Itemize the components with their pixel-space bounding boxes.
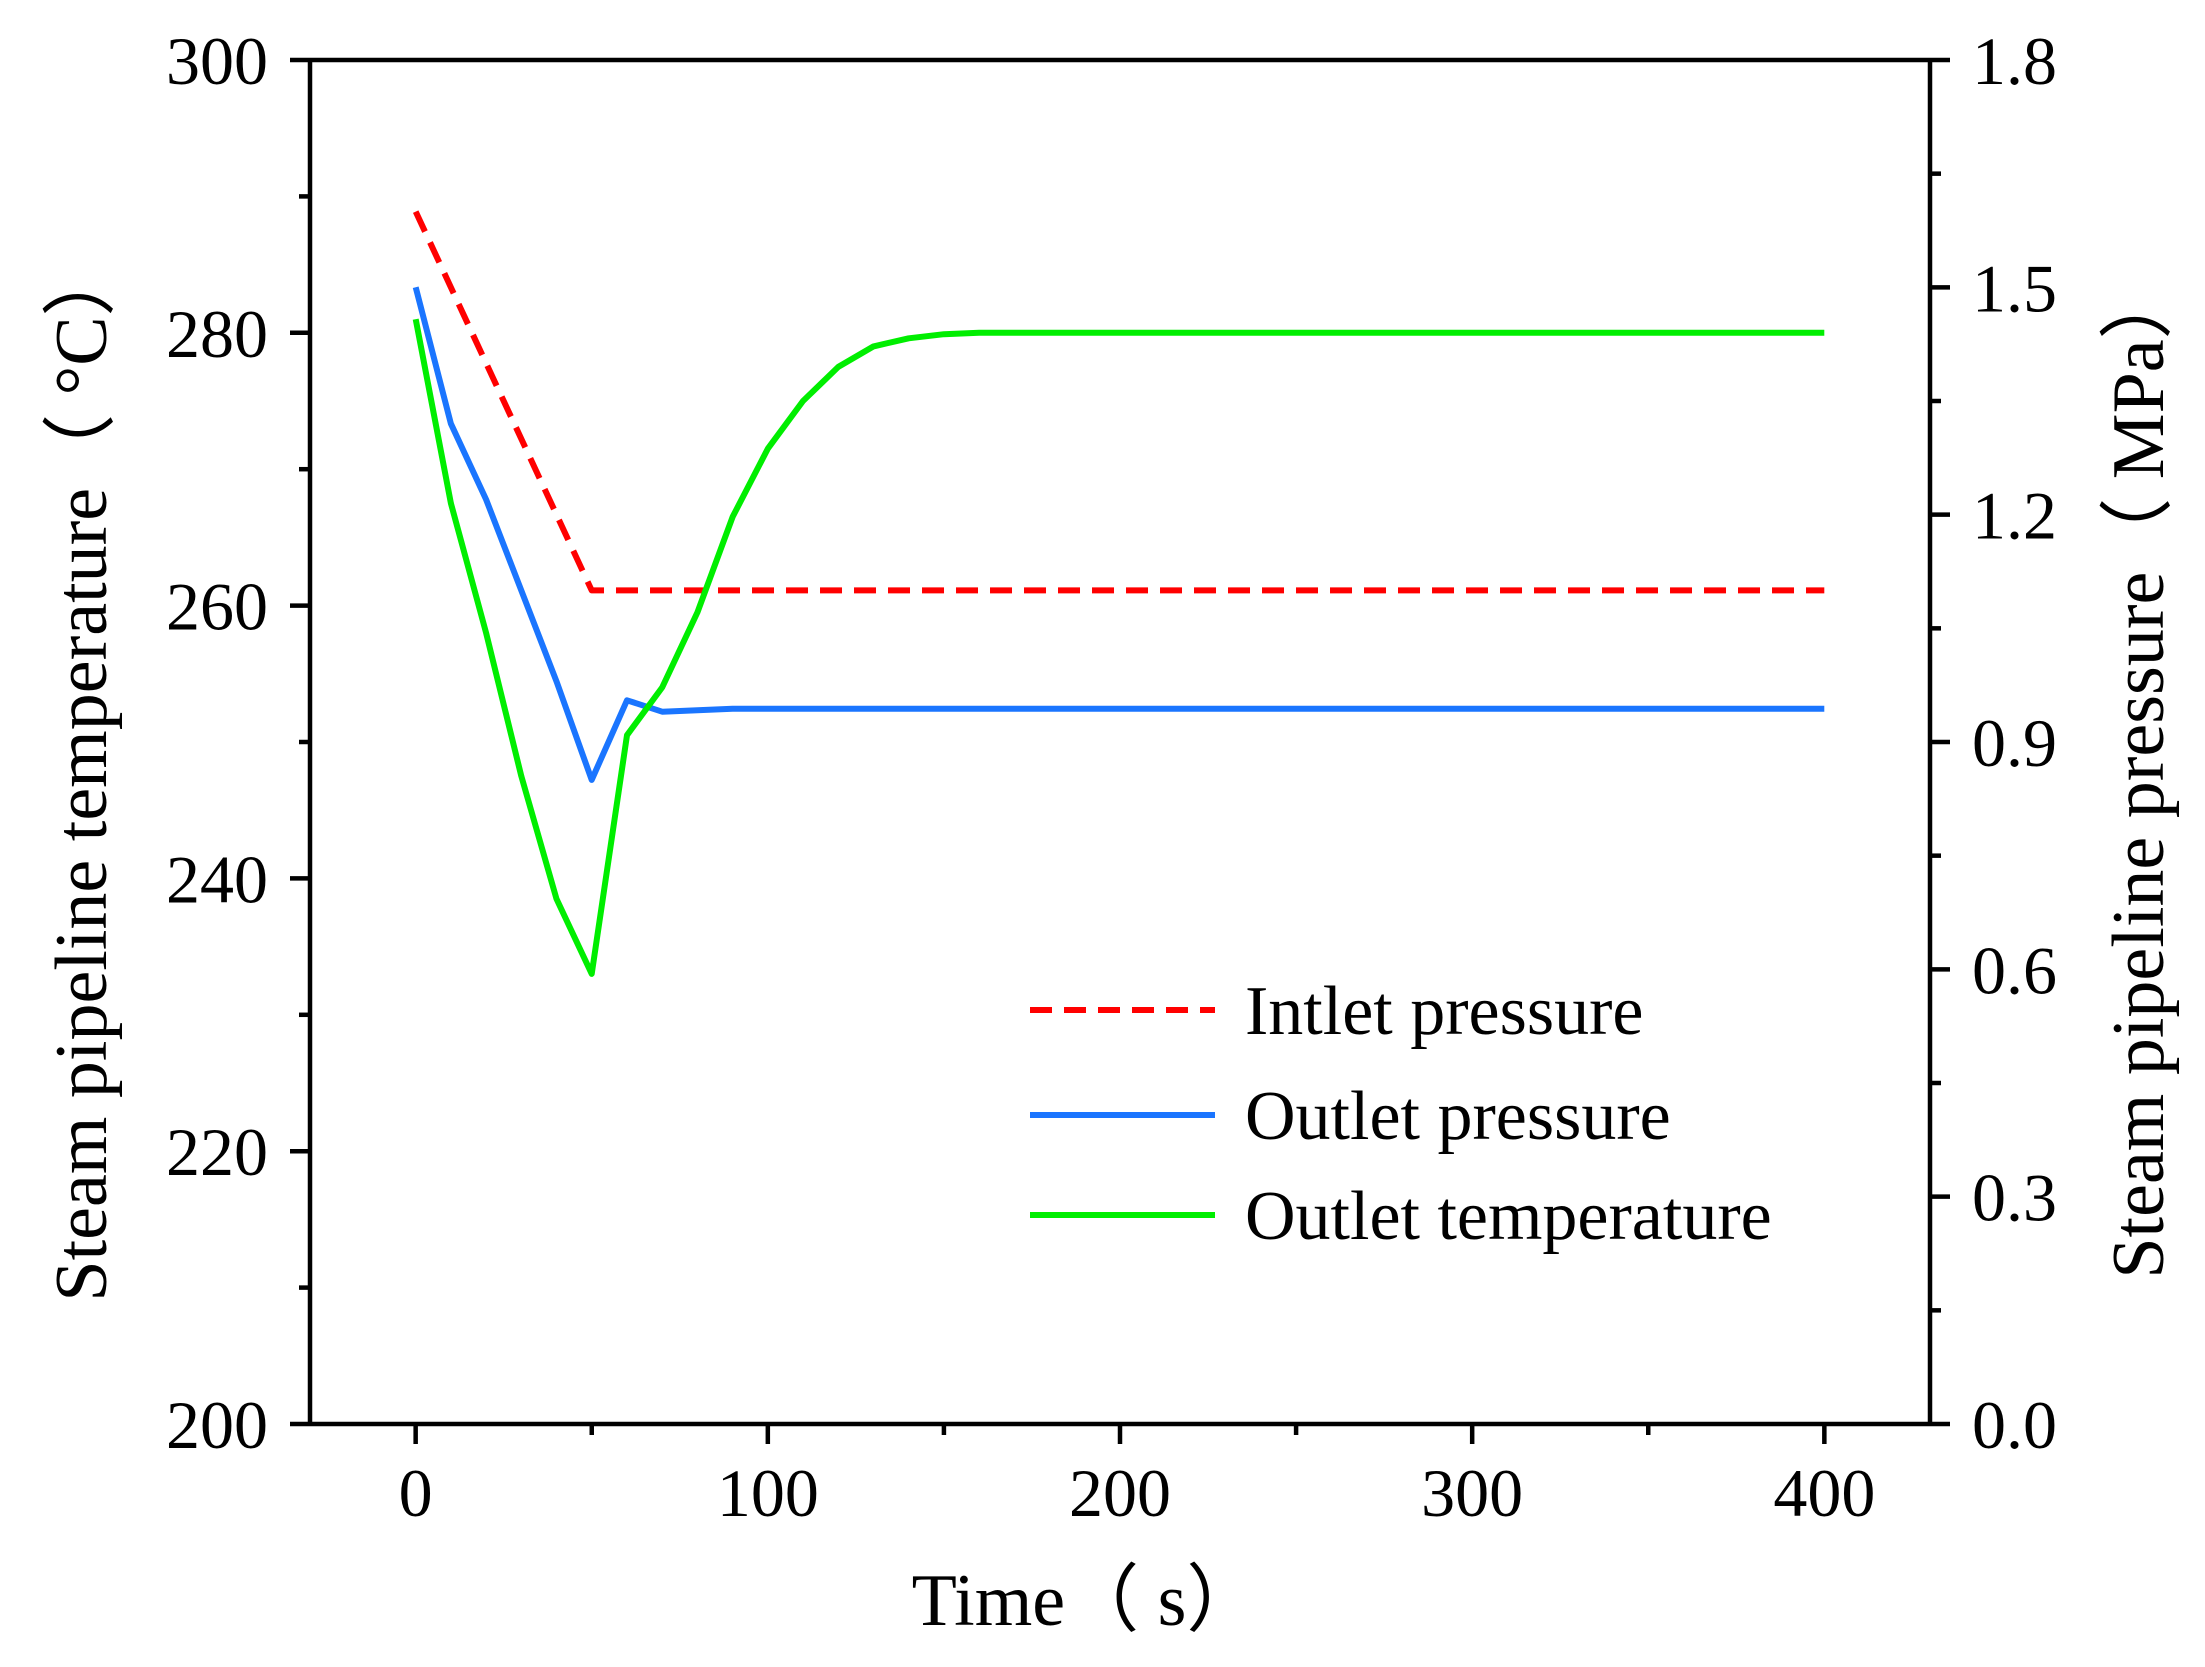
y-left-tick-label: 240 bbox=[166, 841, 268, 917]
y-left-tick-label: 300 bbox=[166, 23, 268, 99]
series-line-outlet-temperature bbox=[412, 318, 1825, 977]
x-tick-label: 0 bbox=[399, 1455, 433, 1531]
y-left-tick-label: 280 bbox=[166, 296, 268, 372]
series-line-outlet-pressure bbox=[412, 286, 1825, 783]
y-right-tick-label: 0.6 bbox=[1972, 932, 2057, 1008]
y-right-tick-label: 1.5 bbox=[1972, 250, 2057, 326]
legend-label-outlet-temperature: Outlet temperature bbox=[1245, 1178, 1772, 1255]
y-right-tick-label: 0.3 bbox=[1972, 1160, 2057, 1236]
y-left-tick-label: 260 bbox=[166, 569, 268, 645]
series-layer bbox=[412, 210, 1825, 977]
x-axis-title: Time（ s） bbox=[912, 1560, 1261, 1642]
legend-label-intlet-pressure: Intlet pressure bbox=[1245, 973, 1643, 1050]
y-right-axis-title: Steam pipeline pressure（ MPa） bbox=[2098, 265, 2180, 1278]
y-left-tick-label: 200 bbox=[166, 1387, 268, 1463]
series-line-intlet-pressure bbox=[412, 210, 1825, 594]
y-left-tick-label: 220 bbox=[166, 1114, 268, 1190]
tick-labels: 0 100 200 300 400 200 220 240 260 280 300 0.0 0.3 0.6… bbox=[166, 23, 2057, 1531]
legend-label-outlet-pressure: Outlet pressure bbox=[1245, 1078, 1671, 1155]
legend: Intlet pressure Outlet pressure Outlet tem… bbox=[1030, 973, 1772, 1255]
y-left-axis-title: Steam pipeline temperature（ °C） bbox=[41, 242, 123, 1301]
x-tick-label: 300 bbox=[1421, 1455, 1523, 1531]
x-tick-label: 100 bbox=[717, 1455, 819, 1531]
y-right-tick-label: 0.9 bbox=[1972, 705, 2057, 781]
y-right-tick-label: 1.8 bbox=[1972, 23, 2057, 99]
x-tick-label: 400 bbox=[1773, 1455, 1875, 1531]
y-right-tick-label: 0.0 bbox=[1972, 1387, 2057, 1463]
axis-ticks bbox=[290, 57, 1950, 1444]
y-right-tick-label: 1.2 bbox=[1972, 478, 2057, 554]
x-tick-label: 200 bbox=[1069, 1455, 1171, 1531]
